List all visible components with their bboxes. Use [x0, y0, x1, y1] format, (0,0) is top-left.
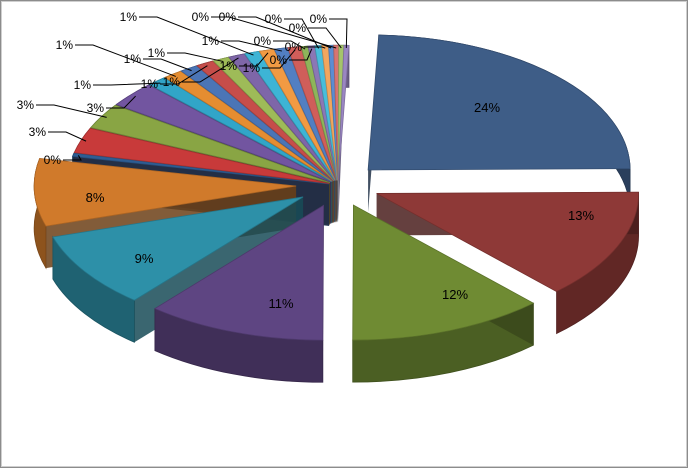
slice-label-5: 9%: [135, 251, 154, 266]
slice-label-20: 1%: [243, 61, 261, 75]
leader-line-15: [167, 52, 224, 62]
leader-line-10: [106, 95, 136, 109]
slice-label-10: 3%: [87, 101, 105, 115]
pie-slice-13: [180, 65, 334, 182]
leader-line-7: [63, 155, 82, 161]
leader-line-22: [289, 48, 313, 61]
leader-line-26: [211, 16, 337, 49]
leader-line-19: [221, 40, 283, 52]
leader-line-16: [182, 57, 239, 83]
pie-slice-8: [73, 127, 330, 184]
leader-line-17: [139, 16, 254, 56]
slice-label-24: 0%: [285, 40, 303, 54]
pie-slice-10: [115, 84, 332, 183]
slice-label-21: 0%: [254, 34, 272, 48]
leader-line-25: [238, 16, 332, 49]
slice-label-2: 13%: [568, 208, 594, 223]
pie-slice-7: [71, 152, 330, 185]
leader-line-20: [262, 49, 296, 69]
slice-label-6: 8%: [86, 190, 105, 205]
leader-line-8: [48, 131, 87, 142]
slice-label-13: 1%: [124, 52, 142, 66]
pie-slice-14: [196, 60, 334, 182]
slice-label-12: 1%: [56, 38, 74, 52]
slice-label-7: 0%: [44, 153, 62, 167]
pie-slice-11: [148, 77, 333, 182]
leader-line-13: [143, 58, 192, 72]
leader-line-27: [308, 27, 342, 49]
slice-label-16: 1%: [163, 75, 181, 89]
slice-label-11: 1%: [74, 78, 92, 92]
leader-line-9: [36, 104, 107, 118]
slice-label-22: 0%: [270, 53, 288, 67]
slice-label-27: 0%: [289, 21, 307, 35]
pie-slice-3: [352, 204, 535, 341]
pie-slice-17: [244, 50, 336, 181]
leader-line-24: [304, 46, 326, 49]
slice-label-26: 0%: [192, 10, 210, 24]
leader-line-28: [329, 18, 348, 49]
leader-line-12: [75, 44, 176, 77]
slice-label-18: 1%: [220, 59, 238, 73]
leader-line-11: [93, 82, 161, 86]
leader-line-21: [273, 40, 306, 50]
pie-slice-4: [154, 204, 324, 341]
pie-slice-2: [376, 191, 639, 293]
pie-slice-6: [33, 158, 297, 227]
slice-label-28: 0%: [310, 12, 328, 26]
pie-slice-1: [367, 34, 631, 171]
slice-label-14: 1%: [141, 77, 159, 91]
slice-label-19: 1%: [202, 34, 220, 48]
slice-label-8: 3%: [29, 125, 47, 139]
pie-slice-5: [52, 196, 304, 301]
pie-slice-15: [212, 56, 335, 182]
leader-line-23: [284, 18, 319, 49]
slice-label-4: 11%: [268, 296, 293, 311]
leader-line-18: [239, 52, 269, 67]
slice-label-15: 1%: [148, 46, 166, 60]
slice-label-1: 24%: [474, 100, 500, 115]
slice-label-9: 3%: [17, 98, 35, 112]
slice-label-3: 12%: [442, 287, 468, 302]
pie-slice-16: [228, 53, 335, 181]
slice-label-17: 1%: [120, 10, 138, 24]
leader-line-14: [160, 65, 208, 85]
pie-slice-12: [163, 70, 333, 182]
